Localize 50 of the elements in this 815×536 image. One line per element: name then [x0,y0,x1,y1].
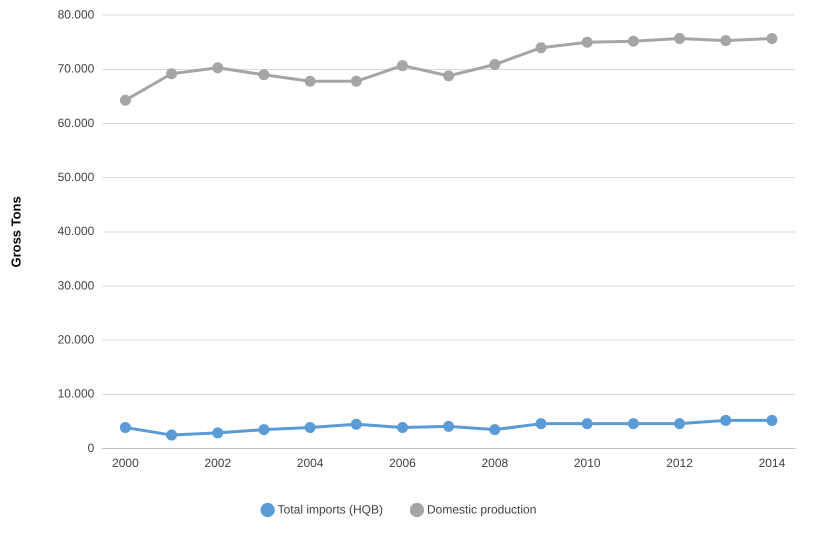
point [258,69,270,80]
point [350,418,362,430]
point [582,36,593,48]
x-tick-label: 2006 [389,456,416,470]
point [536,42,547,54]
point [536,418,547,430]
point [166,430,178,441]
y-tick-label: 60.000 [58,116,95,130]
point [720,414,732,426]
point [628,418,639,430]
point [766,32,778,44]
point [443,70,454,82]
y-tick-label: 30.000 [58,278,95,292]
y-tick-label: 50.000 [58,170,95,184]
point [350,76,362,87]
point [674,418,686,430]
point [766,414,778,426]
point [166,68,178,80]
x-tick-label: 2014 [758,456,786,470]
x-tick-label: 2010 [574,456,601,470]
point [396,60,408,72]
y-tick-label: 70.000 [58,62,95,76]
point [304,76,316,87]
point [582,418,593,430]
y-tick-label: 20.000 [58,332,95,347]
point [489,59,500,70]
point [258,424,270,436]
legend-label: Domestic production [426,502,536,516]
point [396,422,408,433]
point [212,62,224,74]
y-axis-title: Gross Tons [8,196,24,268]
y-tick-label: 40.000 [58,224,95,238]
point [720,35,732,46]
point [120,94,131,106]
point [120,422,131,433]
point [304,422,316,433]
x-tick-label: 2004 [296,456,324,470]
legend-label: Total imports (HQB) [278,502,383,516]
point [212,427,224,438]
x-tick-label: 2008 [481,456,508,470]
y-tick-label: 80.000 [58,8,95,22]
point [489,424,500,436]
point [674,32,686,44]
point [443,420,454,432]
x-tick-label: 2000 [112,456,140,470]
x-tick-label: 2012 [666,456,694,470]
x-tick-label: 2002 [204,456,232,470]
y-tick-label: 10.000 [58,386,95,401]
point [628,36,639,47]
y-tick-label: 0 [88,440,95,455]
